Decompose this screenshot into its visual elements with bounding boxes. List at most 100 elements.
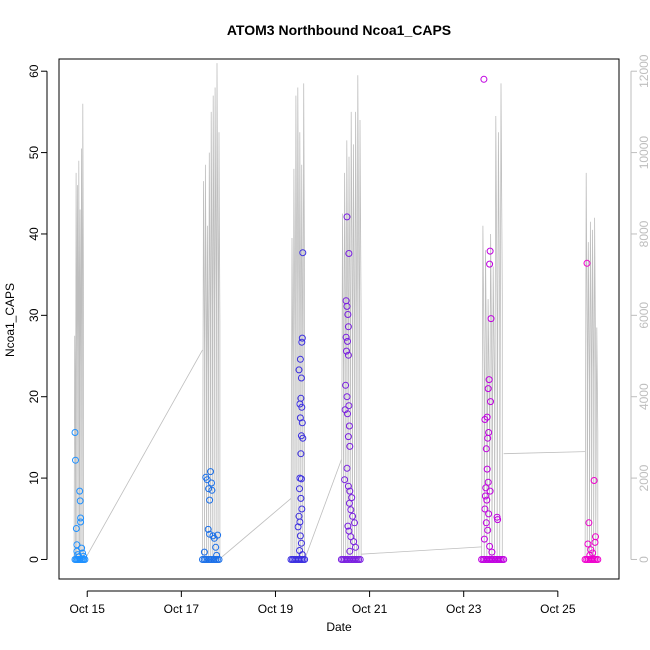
data-point bbox=[344, 337, 351, 345]
data-point bbox=[486, 487, 494, 495]
data-point bbox=[298, 419, 306, 427]
y2-tick-label: 8000 bbox=[637, 220, 650, 247]
secondary-burst-line bbox=[73, 103, 84, 560]
data-point bbox=[481, 505, 489, 513]
y-tick-label: 40 bbox=[27, 227, 41, 241]
data-point bbox=[344, 351, 352, 359]
data-point bbox=[344, 433, 352, 441]
data-point bbox=[351, 519, 358, 527]
secondary-connector-line bbox=[218, 498, 292, 560]
data-point bbox=[482, 445, 490, 453]
data-point bbox=[208, 486, 216, 494]
chart-title: ATOM3 Northbound Ncoa1_CAPS bbox=[227, 22, 451, 38]
data-point bbox=[298, 338, 306, 346]
data-point bbox=[494, 516, 502, 524]
data-point bbox=[484, 526, 492, 534]
data-point bbox=[75, 553, 83, 561]
secondary-connector-line bbox=[503, 451, 586, 455]
y2-tick-label: 0 bbox=[637, 556, 650, 563]
data-point bbox=[208, 479, 215, 487]
y2-tick-label: 6000 bbox=[637, 302, 650, 329]
data-point bbox=[344, 482, 352, 490]
data-point bbox=[488, 548, 496, 556]
x-axis: Oct 15 Oct 17 Oct 19 Oct 21 Oct 23 Oct 25 bbox=[70, 590, 576, 616]
y-tick-label: 30 bbox=[27, 308, 41, 322]
data-point bbox=[486, 247, 494, 255]
data-point-zero bbox=[500, 556, 508, 563]
data-point bbox=[200, 548, 208, 556]
data-point bbox=[72, 456, 79, 464]
data-point bbox=[296, 532, 304, 540]
data-point bbox=[296, 518, 304, 526]
data-point bbox=[344, 323, 352, 331]
data-point bbox=[297, 475, 305, 483]
data-point bbox=[343, 347, 350, 355]
data-point-zero bbox=[356, 556, 364, 563]
data-point bbox=[343, 464, 351, 472]
data-point-zero bbox=[81, 556, 89, 563]
data-point bbox=[486, 542, 494, 550]
secondary-burst-line bbox=[481, 83, 503, 560]
x-tick-label: Oct 21 bbox=[352, 602, 388, 616]
data-point bbox=[585, 519, 593, 527]
data-point bbox=[299, 249, 307, 257]
data-point bbox=[584, 540, 592, 548]
data-point bbox=[342, 333, 350, 341]
data-point bbox=[342, 381, 350, 389]
data-point bbox=[348, 494, 356, 502]
data-point bbox=[76, 497, 84, 505]
data-point bbox=[345, 499, 353, 507]
y-axis-label: Ncoa1_CAPS bbox=[3, 283, 17, 357]
y-tick-label: 20 bbox=[27, 390, 41, 404]
data-point bbox=[344, 311, 352, 318]
data-point bbox=[346, 442, 354, 450]
y2-tick-label: 2000 bbox=[637, 464, 650, 491]
data-point bbox=[80, 552, 87, 560]
data-point bbox=[484, 478, 492, 486]
data-point bbox=[297, 450, 305, 458]
y2-tick-label: 12000 bbox=[637, 54, 650, 88]
data-point bbox=[485, 510, 493, 518]
secondary-connector-line bbox=[361, 546, 482, 555]
data-point bbox=[484, 434, 492, 442]
data-point bbox=[297, 494, 305, 502]
data-point bbox=[344, 410, 351, 418]
data-point bbox=[347, 506, 355, 514]
data-point bbox=[207, 468, 214, 476]
data-point bbox=[77, 518, 85, 526]
data-point bbox=[486, 260, 494, 268]
secondary-connector-line bbox=[304, 459, 342, 560]
data-point bbox=[586, 551, 594, 559]
data-point bbox=[294, 523, 302, 531]
data-point bbox=[76, 487, 84, 495]
scatter-points-layer bbox=[71, 75, 602, 563]
data-point bbox=[296, 485, 303, 493]
data-point bbox=[203, 476, 211, 484]
data-point bbox=[583, 259, 591, 267]
data-point bbox=[212, 543, 220, 551]
y-tick-label: 60 bbox=[27, 64, 41, 78]
data-point bbox=[71, 429, 79, 436]
data-point bbox=[352, 543, 359, 551]
data-point bbox=[346, 547, 354, 555]
data-point bbox=[213, 551, 221, 559]
data-point bbox=[345, 402, 353, 410]
y2-tick-label: 4000 bbox=[637, 383, 650, 410]
data-point bbox=[298, 334, 306, 342]
data-point bbox=[77, 514, 85, 522]
y-axis-right: 0 2000 4000 6000 8000 10000 12000 bbox=[630, 54, 650, 563]
secondary-burst-line bbox=[341, 75, 362, 560]
data-point bbox=[297, 539, 305, 547]
data-point bbox=[206, 496, 214, 504]
data-point bbox=[483, 496, 491, 504]
data-point bbox=[481, 416, 489, 423]
data-point bbox=[296, 355, 304, 363]
data-point bbox=[480, 75, 488, 83]
data-point bbox=[298, 551, 306, 559]
data-point bbox=[484, 385, 492, 393]
data-point bbox=[205, 485, 213, 493]
x-tick-label: Oct 25 bbox=[540, 602, 576, 616]
y2-tick-label: 10000 bbox=[637, 136, 650, 170]
